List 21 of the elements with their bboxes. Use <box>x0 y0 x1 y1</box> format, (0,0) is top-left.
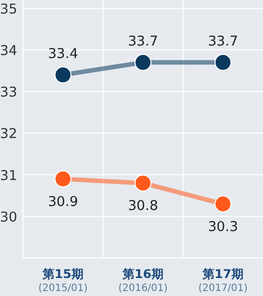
point <box>134 54 152 71</box>
y-tick-label: 32 <box>0 126 18 142</box>
point <box>134 174 152 192</box>
y-tick-label: 35 <box>0 1 18 18</box>
x-tick-label: 第16期 (2016/01) <box>118 267 168 294</box>
data-label: 33.4 <box>48 46 78 62</box>
y-tick-label: 30 <box>0 209 18 226</box>
y-tick-label: 31 <box>0 168 18 184</box>
data-label: 33.7 <box>128 33 158 50</box>
data-label: 30.8 <box>128 198 158 214</box>
point <box>54 170 72 188</box>
data-label: 30.3 <box>208 218 238 235</box>
data-label: 30.9 <box>48 194 78 210</box>
y-tick-label: 34 <box>0 42 18 59</box>
point <box>54 66 72 84</box>
point <box>214 54 232 71</box>
x-tick-label: 第17期 (2017/01) <box>198 267 248 294</box>
point <box>214 195 232 212</box>
y-tick-label: 33 <box>0 84 18 101</box>
data-label: 33.7 <box>208 33 238 50</box>
x-tick-label: 第15期 (2015/01) <box>38 267 88 294</box>
